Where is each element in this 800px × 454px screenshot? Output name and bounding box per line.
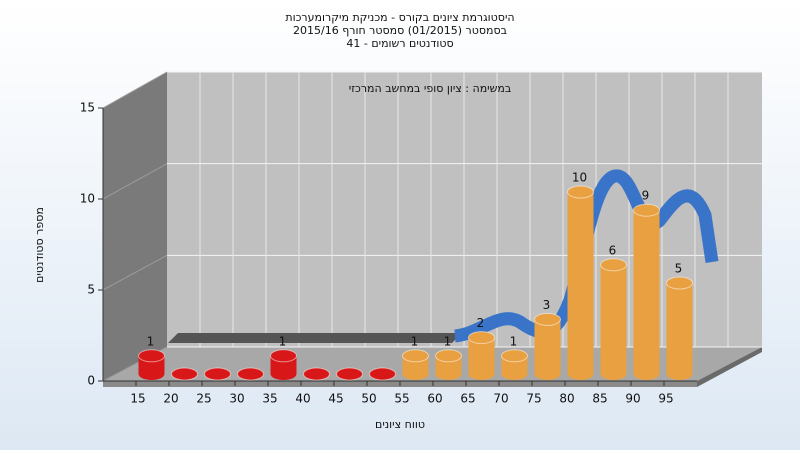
bar-top [534,312,561,326]
bar [237,367,264,381]
y-tick-label: 15 [80,101,95,115]
bar-top [468,331,495,345]
bar-body [666,283,693,374]
floor [103,347,762,381]
x-tick-label: 90 [625,392,640,406]
x-tick-label: 80 [559,392,574,406]
bar [138,349,165,380]
x-tick-label: 20 [163,392,178,406]
bar [435,349,462,380]
data-label: 1 [279,334,287,348]
bar [171,367,198,381]
title-line: בסמסטר (01/2015) סמסטר חורף 2015/16 [293,24,507,37]
bar-top [138,349,165,363]
x-tick-label: 70 [493,392,508,406]
bar-body [633,210,660,374]
x-tick-label: 75 [526,392,541,406]
bar [666,276,693,380]
bar-top [435,349,462,363]
x-tick-label: 55 [394,392,409,406]
bar-top [171,367,198,381]
x-tick-label: 25 [196,392,211,406]
bar-top [237,367,264,381]
data-label: 10 [572,171,587,185]
data-label: 1 [444,334,452,348]
grid [102,71,762,382]
x-tick-label: 35 [262,392,277,406]
bar-top [666,276,693,290]
data-label: 6 [609,243,617,257]
data-label: 5 [675,262,683,276]
subtitle: במשימה : ציון סופי במחשב המרכזי [349,82,512,95]
y-axis-label: מספר סטודנטים [33,207,46,283]
bar [303,367,330,381]
grid-line [102,163,168,200]
left-wall [103,72,167,381]
bar-top [633,203,660,217]
x-tick-label: 60 [427,392,442,406]
data-label: 1 [411,334,419,348]
grid-line [102,254,168,291]
bar-top [303,367,330,381]
bar-top [336,367,363,381]
x-tick-label: 40 [295,392,310,406]
y-tick-label: 5 [87,283,95,297]
bar-top [402,349,429,363]
data-label: 3 [543,298,551,312]
bar [270,349,297,380]
bar [501,349,528,380]
x-tick-label: 50 [361,392,376,406]
bar [633,203,660,380]
bar-top [567,185,594,199]
x-tick-label: 65 [460,392,475,406]
x-tick-label: 95 [658,392,673,406]
x-tick-label: 45 [328,392,343,406]
data-label: 1 [510,334,518,348]
title-line: סטודנטים רשומים - 41 [346,37,453,50]
data-label: 2 [477,316,485,330]
x-axis-label: טווח ציונים [375,418,425,431]
x-tick-label: 85 [592,392,607,406]
title-line: היסטוגרמת ציונים בקורס - מכניקת מיקרומער… [285,11,514,24]
bar [567,185,594,380]
y-tick-label: 10 [80,192,95,206]
bar-top [501,349,528,363]
data-label: 1 [147,334,155,348]
bar [369,367,396,381]
bar [600,258,627,380]
distribution-curve [453,169,719,343]
bar-body [567,192,594,374]
y-tick-label: 0 [87,374,95,388]
bars: 1 1 1 1 2 1 3 10 6 9 5 [138,171,693,381]
bar-top [600,258,627,272]
floor-side [697,347,762,387]
bar-body [600,264,627,374]
bar-top [270,349,297,363]
bar [204,367,231,381]
bar-top [369,367,396,381]
bar [534,312,561,380]
bar [336,367,363,381]
x-tick-label: 15 [130,392,145,406]
x-tick-label: 30 [229,392,244,406]
bar [402,349,429,380]
data-label: 9 [642,189,650,203]
bar-body [534,319,561,374]
reference-slab [168,333,462,343]
bar [468,331,495,380]
grid-line [102,71,168,109]
bar-top [204,367,231,381]
